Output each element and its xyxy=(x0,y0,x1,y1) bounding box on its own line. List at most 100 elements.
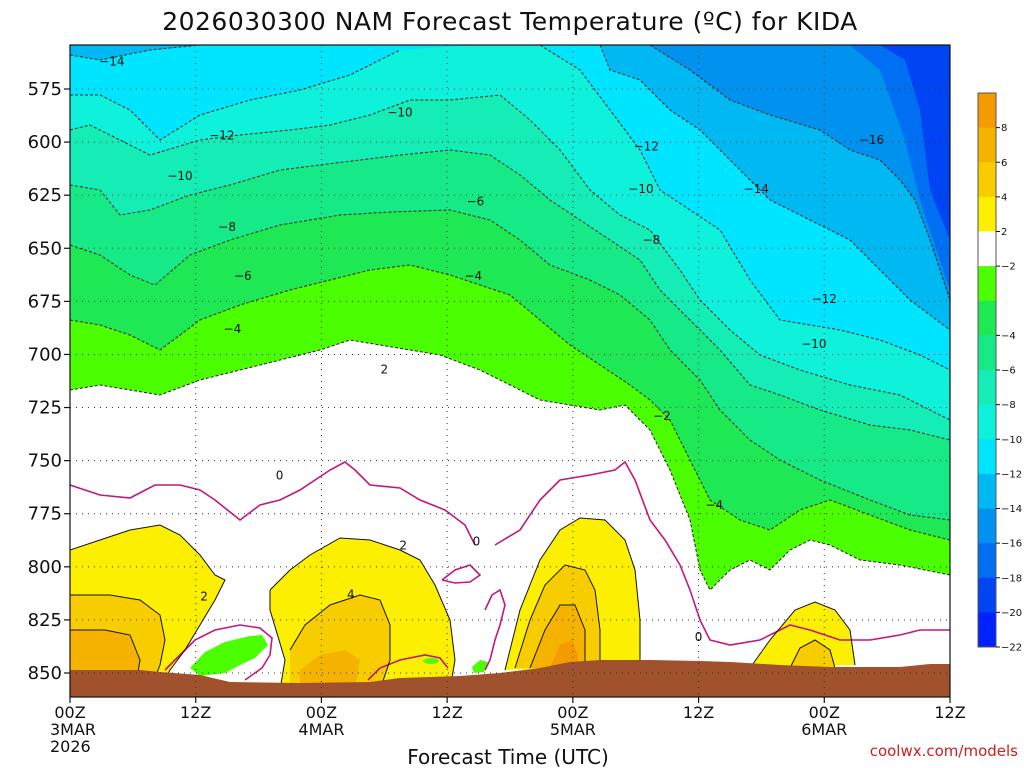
contour-label: −10 xyxy=(167,169,192,183)
colorbar-tick-label: −14 xyxy=(1001,504,1022,515)
colorbar-swatch xyxy=(978,196,996,232)
colorbar-tick-label: −20 xyxy=(1001,608,1022,619)
x-tick-label: 12Z xyxy=(431,703,462,722)
x-tick-label: 00Z xyxy=(54,703,85,722)
y-tick-label: 800 xyxy=(28,557,62,578)
colorbar-swatch xyxy=(978,266,996,302)
zero-isotherm-group xyxy=(70,460,950,681)
colorbar-swatch xyxy=(978,370,996,406)
x-tick-label: 2026 xyxy=(50,737,91,756)
y-tick-label: 650 xyxy=(28,238,62,259)
contour-label: 2 xyxy=(380,362,388,376)
colorbar-swatch xyxy=(978,508,996,544)
x-tick-label: 00Z xyxy=(809,703,840,722)
contour-label: −12 xyxy=(209,129,234,143)
contour-label: −4 xyxy=(224,322,242,336)
contour-label: −10 xyxy=(628,182,653,196)
colorbar-swatch xyxy=(978,543,996,579)
contour-labels: −14 −10 −12 −16 −12 −10 −10 −14 −6 −8 −8 −4 −6 −12 −4 −… xyxy=(99,54,884,644)
cold-pocket-3 xyxy=(472,660,488,673)
x-tick-label: 12Z xyxy=(683,703,714,722)
y-tick-label: 825 xyxy=(28,610,62,631)
x-tick-label: 12Z xyxy=(934,703,965,722)
colorbar-swatch xyxy=(978,473,996,509)
y-tick-label: 700 xyxy=(28,344,62,365)
colorbar-swatch xyxy=(978,439,996,475)
contour-label: 4 xyxy=(347,587,355,601)
y-tick-label: 725 xyxy=(28,398,62,419)
x-tick-label: 6MAR xyxy=(801,720,847,739)
plot-area xyxy=(70,45,950,697)
contour-label: −6 xyxy=(234,269,252,283)
contour-label: 0 xyxy=(695,630,703,644)
plot-frame xyxy=(69,44,951,698)
colorbar-swatch xyxy=(978,335,996,371)
y-tick-label: 850 xyxy=(28,663,62,684)
colorbar-tick-label: −4 xyxy=(1001,331,1016,342)
contour-label: −2 xyxy=(653,409,671,423)
cold-pocket-2 xyxy=(423,658,439,664)
warm-pocket-middle-core xyxy=(300,650,360,690)
contour-label: −4 xyxy=(705,498,723,512)
colorbar-tick-label: −6 xyxy=(1001,366,1016,377)
contour-label: 2 xyxy=(200,590,208,604)
isotherm-solid-group xyxy=(70,517,856,691)
ground-terrain xyxy=(70,660,950,697)
colorbar-tick-label: −10 xyxy=(1001,435,1022,446)
colorbar-swatch xyxy=(978,162,996,198)
dotted-grid xyxy=(70,45,950,697)
x-tick-label: 12Z xyxy=(180,703,211,722)
contour-label: 0 xyxy=(276,469,284,483)
y-tick-label: 775 xyxy=(28,504,62,525)
colorbar-tick-label: 8 xyxy=(1001,123,1007,134)
contour-label: −6 xyxy=(467,195,485,209)
y-tick-label: 600 xyxy=(28,132,62,153)
x-tick-label: 00Z xyxy=(306,703,337,722)
y-tick-label: 625 xyxy=(28,185,62,206)
contour-label: −4 xyxy=(464,269,482,283)
contour-label: 0 xyxy=(473,534,481,548)
colorbar-swatch xyxy=(978,231,996,267)
colorbar-swatch xyxy=(978,93,996,129)
contour-label: −14 xyxy=(744,182,769,196)
colorbar-swatch xyxy=(978,577,996,613)
colorbar-tick-label: −16 xyxy=(1001,539,1022,550)
colorbar-tick-label: 2 xyxy=(1001,227,1007,238)
contour-label: −10 xyxy=(801,337,826,351)
cold-pocket-1 xyxy=(190,635,268,676)
colorbar-tick-label: 6 xyxy=(1001,158,1007,169)
x-axis-label: Forecast Time (UTC) xyxy=(407,745,609,768)
colorbar: 8 6 4 2 −2 −4 −6 −8 −10 −12 −14 −16 −18 −20 −22 xyxy=(977,92,1022,654)
contour-label: 2 xyxy=(399,539,407,553)
colorbar-tick-label: −18 xyxy=(1001,573,1022,584)
warm-pocket-far-right-inner xyxy=(790,640,835,668)
colorbar-tick-label: −22 xyxy=(1001,643,1022,654)
contour-label: −14 xyxy=(99,54,124,68)
contour-label: −8 xyxy=(643,233,661,247)
x-tick-label: 4MAR xyxy=(298,720,344,739)
y-tick-label: 675 xyxy=(28,291,62,312)
isotherm-dashed-group xyxy=(70,45,950,591)
contour-label: −12 xyxy=(634,139,659,153)
colorbar-swatch xyxy=(978,300,996,336)
colorbar-tick-label: −2 xyxy=(1001,262,1016,273)
contour-label: −10 xyxy=(387,105,412,119)
source-credit: coolwx.com/models xyxy=(870,742,1018,760)
colorbar-tick-label: 4 xyxy=(1001,192,1007,203)
contour-label: −8 xyxy=(218,220,236,234)
y-tick-label: 575 xyxy=(28,79,62,100)
y-tick-label: 750 xyxy=(28,451,62,472)
y-axis: 575 600 625 650 675 700 725 750 775 800 825 850 xyxy=(28,79,70,684)
chart-title: 2026030300 NAM Forecast Temperature (ºC)… xyxy=(162,7,858,36)
colorbar-tick-label: −12 xyxy=(1001,469,1022,480)
colorbar-swatch xyxy=(978,404,996,440)
colorbar-tick-label: −8 xyxy=(1001,400,1016,411)
colorbar-swatch xyxy=(978,612,996,648)
contour-label: −16 xyxy=(859,133,884,147)
x-tick-label: 00Z xyxy=(557,703,588,722)
warm-pocket-right-peak xyxy=(550,640,578,668)
contour-label: −12 xyxy=(812,292,837,306)
colorbar-swatch xyxy=(978,127,996,163)
